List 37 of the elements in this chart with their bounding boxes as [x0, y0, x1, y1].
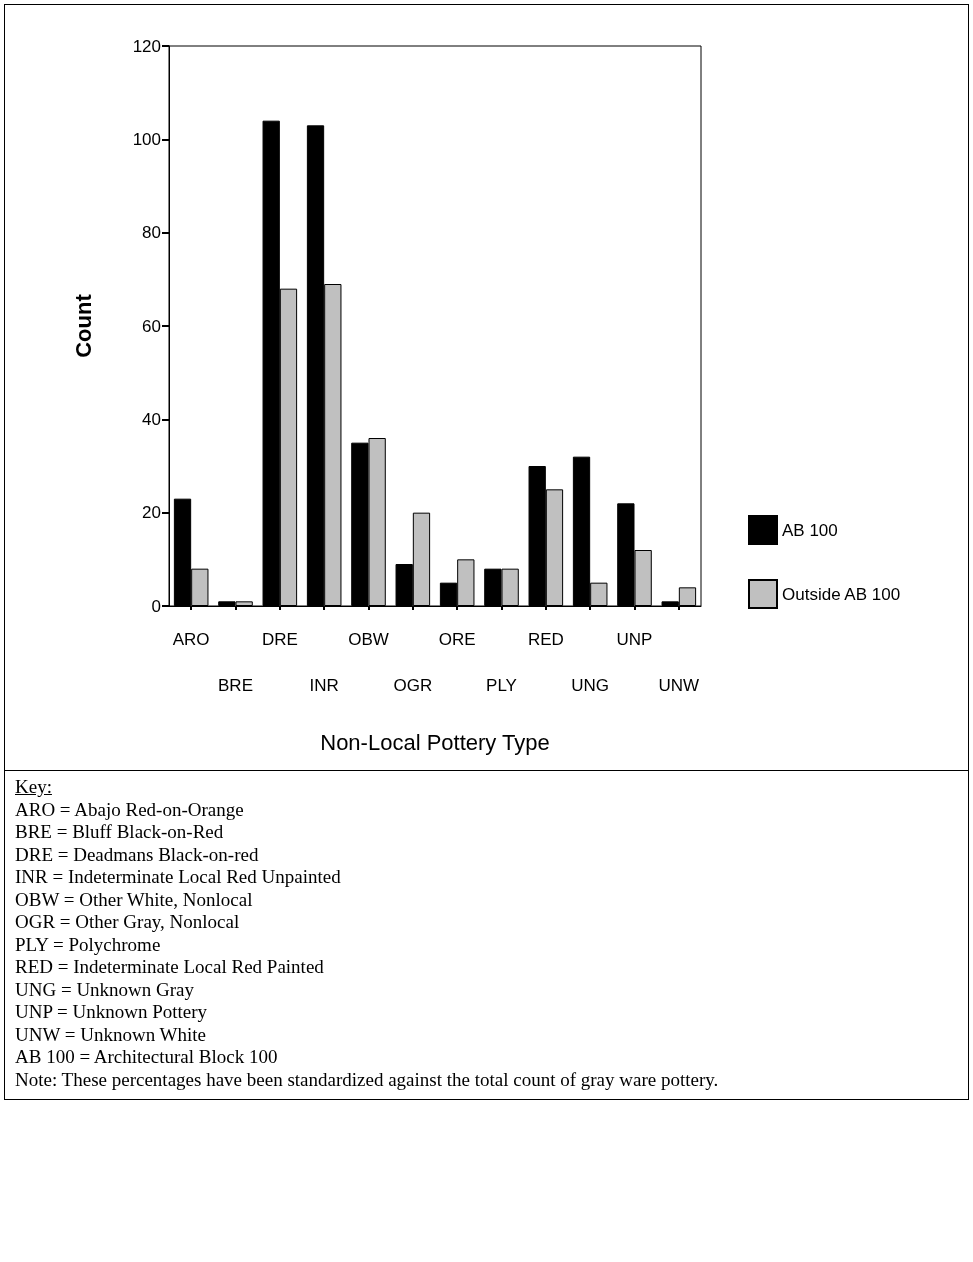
text: RED = Indeterminate Local Red Painted [15, 956, 325, 979]
text: UNG = Unknown Gray [15, 978, 196, 1001]
text: DRE = Deadmans Black-on-red [15, 843, 260, 866]
x-tick-label: ORE [438, 629, 476, 649]
x-tick-label: INR [309, 675, 339, 695]
text: BRE = Bluff Black-on-Red [15, 821, 225, 844]
text: Note: These percentages have been standardized against the total count of gray ware pottery. [15, 1068, 720, 1091]
x-tick-label: DRE [261, 629, 298, 649]
y-tick-label: 0 [151, 596, 161, 616]
y-tick-label: 60 [142, 316, 161, 336]
text: ARO = Abajo Red-on-Orange [15, 798, 245, 821]
x-tick-label: OBW [348, 629, 389, 649]
text: UNP = Unknown Pottery [15, 1001, 209, 1024]
y-tick-label: 120 [132, 36, 161, 56]
text: INR = Indeterminate Local Red Unpainted [15, 866, 342, 889]
text: OGR = Other Gray, Nonlocal [15, 911, 241, 934]
y-axis-title: Count [70, 293, 96, 358]
text: UNW = Unknown White [15, 1023, 208, 1046]
x-tick-label: RED [527, 629, 564, 649]
text: PLY = Polychrome [15, 933, 162, 956]
legend-label: AB 100 [782, 520, 838, 540]
y-tick-label: 80 [142, 223, 161, 243]
x-tick-label: UNP [616, 629, 653, 649]
x-tick-label: BRE [218, 675, 253, 695]
x-tick-label: ARO [172, 629, 210, 649]
x-axis-title: Non-Local Pottery Type [320, 729, 550, 755]
legend-label: Outside AB 100 [782, 584, 901, 604]
x-tick-label: PLY [486, 675, 517, 695]
y-tick-label: 20 [142, 503, 161, 523]
x-tick-label: UNG [571, 675, 610, 695]
x-tick-label: UNW [658, 675, 700, 695]
text: OBW = Other White, Nonlocal [15, 888, 254, 911]
text: Key: [15, 776, 53, 799]
text: AB 100 = Architectural Block 100 [15, 1046, 279, 1069]
y-tick-label: 40 [142, 409, 161, 429]
x-tick-label: OGR [393, 675, 433, 695]
y-tick-label: 100 [132, 129, 161, 149]
